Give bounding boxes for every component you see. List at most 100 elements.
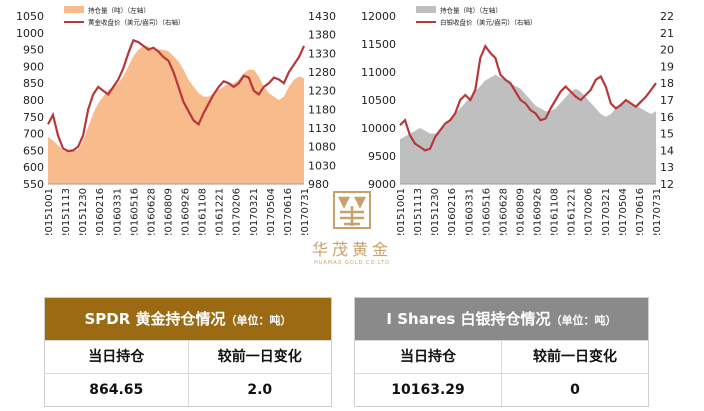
silver-ytick-right: 14 bbox=[660, 144, 674, 157]
silver-xtick: 20161108 bbox=[550, 188, 561, 235]
silver-xtick: 20170504 bbox=[618, 188, 629, 235]
gold-value-row: 864.65 2.0 bbox=[45, 373, 331, 406]
silver-panel-header: I Shares 白银持仓情况（单位：吨） bbox=[355, 298, 648, 340]
gold-col-change-label: 较前一日变化 bbox=[187, 341, 332, 373]
silver-ytick-left: 11000 bbox=[361, 66, 396, 79]
silver-xtick: 20170731 bbox=[652, 188, 663, 235]
gold-xtick: 20160628 bbox=[146, 188, 157, 235]
gold-legend-line-label: 黄金收盘价（美元/盎司）（右轴） bbox=[88, 18, 184, 27]
silver-ytick-left: 10000 bbox=[361, 122, 396, 135]
silver-panel-unit: （单位：吨） bbox=[550, 314, 617, 327]
gold-ytick-left: 1050 bbox=[16, 10, 44, 23]
gold-legend-area-swatch bbox=[64, 6, 84, 13]
silver-xtick: 20151113 bbox=[413, 188, 424, 235]
silver-ytick-right: 13 bbox=[660, 161, 674, 174]
silver-xtick: 20160926 bbox=[533, 188, 544, 235]
gold-panel-unit: （单位：吨） bbox=[225, 314, 292, 327]
gold-xtick: 20151113 bbox=[61, 188, 72, 235]
silver-ytick-right: 19 bbox=[660, 60, 674, 73]
gold-panel-title: SPDR 黄金持仓情况 bbox=[84, 310, 226, 328]
gold-holdings-value: 864.65 bbox=[89, 382, 144, 398]
gold-ytick-right: 1430 bbox=[308, 10, 336, 23]
silver-holdings-panel: I Shares 白银持仓情况（单位：吨） 当日持仓 较前一日变化 10163.… bbox=[354, 297, 649, 407]
logo-name: 华茂黄金 bbox=[311, 240, 392, 259]
gold-ytick-right: 1180 bbox=[308, 103, 336, 116]
silver-ytick-right: 18 bbox=[660, 77, 674, 90]
gold-xtick: 20160516 bbox=[129, 188, 140, 235]
gold-legend-area-label: 持仓量（吨）（左轴） bbox=[88, 6, 150, 15]
silver-xtick: 20160516 bbox=[481, 188, 492, 235]
silver-col-holdings-label: 当日持仓 bbox=[400, 349, 456, 365]
silver-area-series bbox=[400, 74, 656, 184]
gold-ytick-right: 1230 bbox=[308, 85, 336, 98]
silver-xtick: 20160628 bbox=[498, 188, 509, 235]
gold-ytick-left: 850 bbox=[23, 77, 44, 90]
gold-legend: 持仓量（吨）（左轴） 黄金收盘价（美元/盎司）（右轴） bbox=[64, 6, 184, 27]
gold-ytick-right: 1130 bbox=[308, 122, 336, 135]
silver-ytick-left: 12000 bbox=[361, 10, 396, 23]
silver-ytick-left: 10500 bbox=[361, 94, 396, 107]
gold-xtick: 20151001 bbox=[44, 188, 55, 235]
gold-ytick-left: 550 bbox=[23, 178, 44, 191]
gold-ytick-right: 1280 bbox=[308, 66, 336, 79]
silver-ytick-right: 15 bbox=[660, 128, 674, 141]
silver-xtick: 20160331 bbox=[464, 188, 475, 235]
gold-line-series bbox=[47, 38, 306, 153]
silver-ytick-right: 22 bbox=[660, 10, 674, 23]
silver-legend: 持仓量（吨）（左轴） 白银收盘价（美元/盎司）（右轴） bbox=[416, 6, 536, 27]
silver-ytick-left: 11500 bbox=[361, 38, 396, 51]
silver-legend-area-label: 持仓量（吨）（左轴） bbox=[440, 6, 502, 15]
silver-xtick: 20161221 bbox=[567, 188, 578, 235]
gold-xtick: 20170616 bbox=[283, 188, 294, 235]
silver-ytick-right: 17 bbox=[660, 94, 674, 107]
silver-ytick-right: 16 bbox=[660, 111, 674, 124]
gold-xtick: 20151230 bbox=[78, 188, 89, 235]
gold-xtick: 20160331 bbox=[112, 188, 123, 235]
gold-ytick-left: 600 bbox=[23, 161, 44, 174]
gold-xtick: 20160926 bbox=[181, 188, 192, 235]
silver-ytick-left: 9000 bbox=[368, 178, 396, 191]
gold-ytick-left: 1000 bbox=[16, 27, 44, 40]
silver-line-series bbox=[399, 44, 657, 152]
silver-xtick: 20170321 bbox=[601, 188, 612, 235]
silver-ytick-right: 21 bbox=[660, 27, 674, 40]
silver-change-value: 0 bbox=[501, 374, 648, 406]
company-logo: 华茂黄金 HUAMAO GOLD CO.LTD bbox=[292, 190, 412, 276]
gold-ytick-left: 950 bbox=[23, 44, 44, 57]
gold-xtick: 20160809 bbox=[163, 188, 174, 235]
silver-legend-area-swatch bbox=[416, 6, 436, 13]
silver-xtick: 20151230 bbox=[430, 188, 441, 235]
silver-ytick-right: 12 bbox=[660, 178, 674, 191]
gold-ytick-right: 1330 bbox=[308, 47, 336, 60]
gold-ytick-right: 1080 bbox=[308, 141, 336, 154]
gold-xtick: 20170206 bbox=[232, 188, 243, 235]
silver-xtick: 20151001 bbox=[396, 188, 407, 235]
silver-xtick: 20160216 bbox=[447, 188, 458, 235]
silver-ytick-right: 20 bbox=[660, 44, 674, 57]
gold-xtick: 20160216 bbox=[95, 188, 106, 235]
gold-holdings-chart: 550 600 650 700 750 800 850 900 950 1000 1050 980 10… bbox=[16, 6, 336, 236]
silver-holdings-chart: 9000 9500 10000 10500 11000 11500 12000 12 13 14 1… bbox=[361, 6, 674, 236]
gold-xtick: 20170504 bbox=[266, 188, 277, 235]
logo-emblem-icon bbox=[333, 191, 371, 229]
gold-ytick-left: 900 bbox=[23, 60, 44, 73]
gold-ytick-left: 750 bbox=[23, 111, 44, 124]
gold-header-row: 当日持仓 较前一日变化 bbox=[45, 340, 331, 373]
gold-change-value: 2.0 bbox=[187, 374, 332, 406]
silver-value-row: 10163.29 0 bbox=[355, 373, 648, 406]
silver-xtick: 20170206 bbox=[584, 188, 595, 235]
gold-ytick-right: 1030 bbox=[308, 159, 336, 172]
gold-xtick: 20170321 bbox=[249, 188, 260, 235]
gold-ytick-left: 650 bbox=[23, 144, 44, 157]
gold-ytick-left: 800 bbox=[23, 94, 44, 107]
silver-header-row: 当日持仓 较前一日变化 bbox=[355, 340, 648, 373]
silver-col-change-label: 较前一日变化 bbox=[501, 341, 648, 373]
silver-xtick: 20170616 bbox=[635, 188, 646, 235]
gold-xtick: 20161108 bbox=[198, 188, 209, 235]
gold-col-holdings-label: 当日持仓 bbox=[88, 349, 145, 365]
silver-xtick: 20160809 bbox=[515, 188, 526, 235]
logo-subtitle: HUAMAO GOLD CO.LTD bbox=[314, 260, 390, 266]
gold-xtick: 20170731 bbox=[300, 188, 311, 235]
gold-panel-header: SPDR 黄金持仓情况（单位：吨） bbox=[45, 298, 331, 340]
silver-legend-line-label: 白银收盘价（美元/盎司）（右轴） bbox=[440, 18, 536, 27]
